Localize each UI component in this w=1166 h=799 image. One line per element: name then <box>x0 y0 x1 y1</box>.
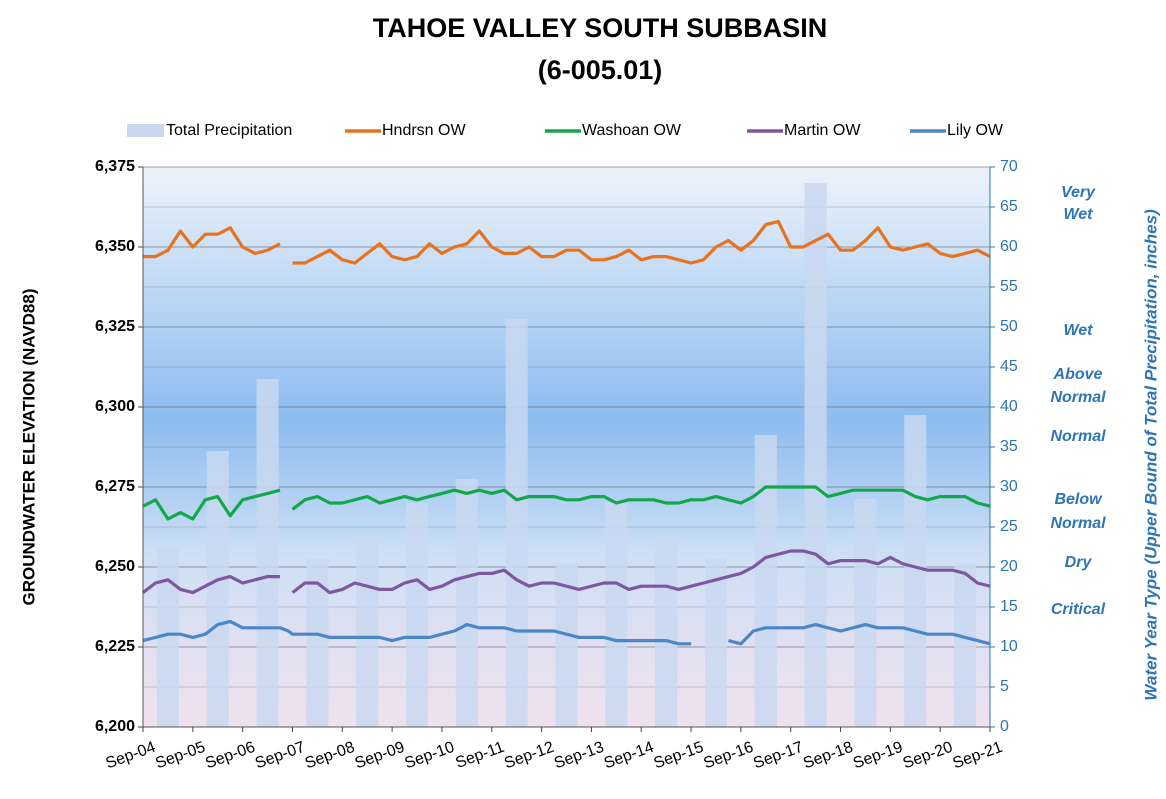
x-tick-label: Sep-04 <box>104 739 158 773</box>
x-tick-label: Sep-07 <box>253 739 307 773</box>
x-tick-label: Sep-15 <box>652 739 706 773</box>
x-tick-label: Sep-21 <box>951 739 1005 773</box>
bar <box>754 435 777 727</box>
x-tick-label: Sep-08 <box>303 739 357 773</box>
bar <box>904 415 927 727</box>
chart-title: (6-005.01) <box>538 55 663 85</box>
x-tick-label: Sep-09 <box>353 739 407 773</box>
x-tick-label: Sep-20 <box>901 739 955 773</box>
bar <box>206 451 229 727</box>
x-tick-label: Sep-13 <box>552 739 606 773</box>
y2-tick-label: 25 <box>1000 518 1018 535</box>
x-tick-label: Sep-12 <box>502 739 556 773</box>
x-tick-label: Sep-10 <box>402 739 456 773</box>
bar <box>505 319 528 727</box>
x-tick-label: Sep-18 <box>801 739 855 773</box>
legend-label: Total Precipitation <box>166 122 292 139</box>
y2-tick-label: 65 <box>1000 198 1018 215</box>
y2-tick-label: 35 <box>1000 438 1018 455</box>
y2-tick-label: 30 <box>1000 478 1018 495</box>
y-tick-label: 6,200 <box>95 718 135 735</box>
y2-tick-label: 40 <box>1000 398 1018 415</box>
y-axis-label: GROUNDWATER ELEVATION (NAVD88) <box>19 288 38 605</box>
legend-swatch <box>127 124 164 137</box>
annotation: Critical <box>1051 601 1106 618</box>
y2-tick-label: 20 <box>1000 558 1018 575</box>
bar <box>156 547 179 727</box>
x-tick-label: Sep-17 <box>751 739 805 773</box>
annotation: Normal <box>1050 428 1106 445</box>
bar <box>256 379 279 727</box>
line-series <box>143 219 991 265</box>
legend-label: Martin OW <box>784 122 861 139</box>
annotation: Below <box>1054 491 1103 508</box>
annotation: Normal <box>1050 389 1106 406</box>
y-tick-label: 6,350 <box>95 238 135 255</box>
annotation: Wet <box>1063 322 1093 339</box>
y2-tick-label: 55 <box>1000 278 1018 295</box>
bar <box>804 183 827 727</box>
annotation: Wet <box>1063 206 1093 223</box>
y2-tick-label: 50 <box>1000 318 1018 335</box>
y2-tick-label: 10 <box>1000 638 1018 655</box>
legend-label: Hndrsn OW <box>382 122 466 139</box>
annotation: Very <box>1061 184 1096 201</box>
x-tick-label: Sep-06 <box>203 739 257 773</box>
bar <box>954 563 977 727</box>
annotation: Above <box>1053 366 1103 383</box>
y2-tick-label: 5 <box>1000 678 1009 695</box>
bar <box>306 559 329 727</box>
line-series <box>142 619 991 646</box>
y2-axis-label: Water Year Type (Upper Bound of Total Pr… <box>1141 209 1160 701</box>
bar <box>854 499 877 727</box>
legend-label: Washoan OW <box>582 122 682 139</box>
y2-tick-label: 60 <box>1000 238 1018 255</box>
y2-tick-label: 70 <box>1000 158 1018 175</box>
legend-label: Lily OW <box>947 122 1004 139</box>
y-tick-label: 6,225 <box>95 638 135 655</box>
annotation: Dry <box>1065 554 1093 571</box>
y-tick-label: 6,250 <box>95 558 135 575</box>
y-tick-label: 6,375 <box>95 158 135 175</box>
bar <box>704 559 728 727</box>
y2-tick-label: 15 <box>1000 598 1018 615</box>
y-tick-label: 6,325 <box>95 318 135 335</box>
bar <box>405 503 429 727</box>
bar <box>555 563 578 727</box>
bar <box>455 479 478 727</box>
x-tick-label: Sep-14 <box>602 739 656 773</box>
x-tick-label: Sep-11 <box>453 739 506 772</box>
y-tick-label: 6,275 <box>95 478 135 495</box>
x-tick-label: Sep-19 <box>851 739 905 773</box>
y-tick-label: 6,300 <box>95 398 135 415</box>
bar <box>655 535 678 727</box>
x-tick-label: Sep-05 <box>153 739 207 773</box>
x-tick-label: Sep-16 <box>701 739 755 773</box>
chart-title: TAHOE VALLEY SOUTH SUBBASIN <box>373 13 828 43</box>
line-series <box>142 485 991 521</box>
y2-tick-label: 45 <box>1000 358 1018 375</box>
line-series <box>142 549 991 595</box>
bar <box>605 503 628 727</box>
bar <box>356 535 379 727</box>
y2-tick-label: 0 <box>1000 718 1009 735</box>
annotation: Normal <box>1050 515 1106 532</box>
